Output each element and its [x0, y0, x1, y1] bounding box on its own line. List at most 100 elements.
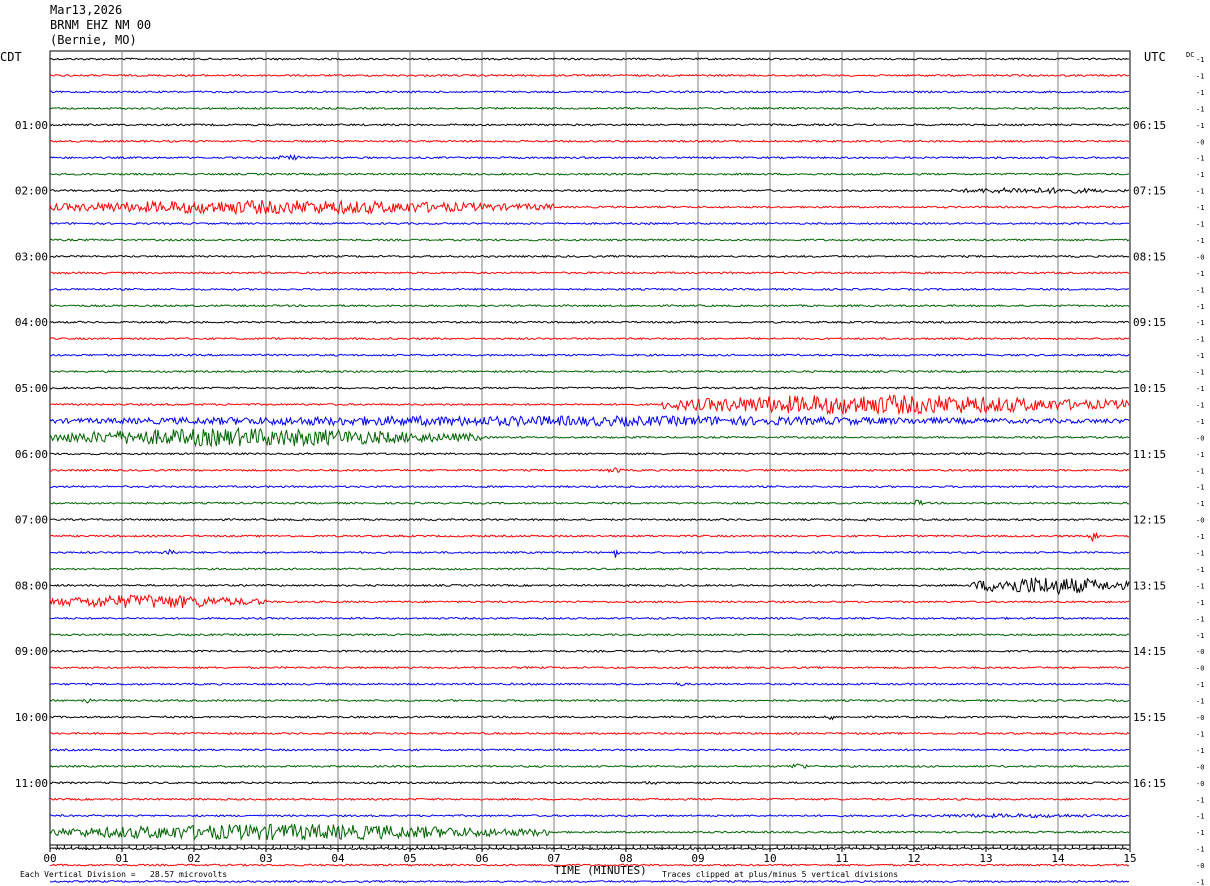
x-tick-label: 10 — [763, 852, 776, 865]
seismic-trace — [49, 320, 1130, 324]
dc-offset-label: -1 — [1196, 188, 1204, 196]
seismic-trace — [49, 548, 1130, 558]
dc-offset-label: -1 — [1196, 566, 1204, 574]
right-hour-label: 11:15 — [1133, 448, 1166, 461]
dc-offset-label: -0 — [1196, 862, 1204, 870]
station-code: BRNM EHZ NM 00 — [50, 18, 152, 32]
dc-offset-label: -0 — [1196, 648, 1204, 656]
dc-offset-label: -1 — [1196, 451, 1204, 459]
dc-offset-label: -1 — [1196, 599, 1204, 607]
seismic-trace — [49, 633, 1130, 637]
left-hour-label: 06:00 — [15, 448, 48, 461]
left-hour-label: 08:00 — [15, 579, 48, 592]
dc-offset-label: -1 — [1196, 352, 1204, 360]
dc-offset-label: -1 — [1196, 385, 1204, 393]
x-tick-label: 13 — [979, 852, 992, 865]
x-tick-label: 05 — [403, 852, 416, 865]
seismic-trace — [49, 57, 1130, 61]
seismic-trace — [49, 386, 1130, 390]
seismic-trace — [49, 254, 1130, 259]
left-timezone-label: CDT — [0, 50, 22, 64]
dc-offset-label: -1 — [1196, 467, 1204, 475]
left-hour-label: 11:00 — [15, 777, 48, 790]
seismic-trace — [49, 153, 1130, 161]
right-hour-label: 16:15 — [1133, 777, 1166, 790]
scale-note: Each Vertical Division = 28.57 microvolt… — [20, 870, 228, 879]
right-hour-label: 14:15 — [1133, 645, 1166, 658]
seismic-trace — [49, 616, 1129, 620]
dc-offset-label: -1 — [1196, 484, 1204, 492]
seismic-trace — [49, 681, 1130, 687]
dc-offset-label: -1 — [1196, 336, 1204, 344]
seismic-trace — [49, 271, 1130, 275]
dc-offset-label: -1 — [1196, 698, 1204, 706]
right-hour-label: 06:15 — [1133, 119, 1166, 132]
left-hour-label: 04:00 — [15, 316, 48, 329]
dc-offset-label: -1 — [1196, 813, 1204, 821]
seismic-trace — [49, 531, 1130, 542]
seismic-trace — [49, 780, 1130, 786]
plot-frame — [49, 50, 1131, 846]
dc-offset-label: -1 — [1196, 747, 1204, 755]
dc-header: DC — [1186, 51, 1194, 59]
seismic-trace — [49, 576, 1130, 596]
seismic-trace — [49, 221, 1130, 226]
seismic-trace — [49, 186, 1130, 195]
dc-offset-label: -1 — [1196, 582, 1204, 590]
right-hour-label: 07:15 — [1133, 185, 1166, 198]
dc-offset-label: -1 — [1196, 286, 1204, 294]
right-hour-label: 15:15 — [1133, 711, 1166, 724]
dc-offset-label: -1 — [1196, 500, 1204, 508]
x-tick-label: 11 — [835, 852, 848, 865]
seismic-trace — [49, 812, 1130, 819]
dc-offset-label: -0 — [1196, 665, 1204, 673]
seismic-trace — [49, 649, 1130, 653]
seismic-trace — [49, 172, 1130, 176]
x-tick-label: 02 — [187, 852, 200, 865]
seismic-trace — [49, 123, 1129, 127]
dc-offset-label: -1 — [1196, 204, 1204, 212]
clip-note: Traces clipped at plus/minus 5 vertical … — [662, 870, 899, 879]
seismic-trace — [49, 517, 1130, 522]
left-hour-label: 10:00 — [15, 711, 48, 724]
seismic-trace — [49, 426, 1130, 448]
dc-offset-label: -1 — [1196, 221, 1204, 229]
dc-offset-label: -1 — [1196, 171, 1204, 179]
dc-offset-label: -1 — [1196, 56, 1204, 64]
x-tick-label: 01 — [115, 852, 128, 865]
dc-offset-label: -1 — [1196, 72, 1204, 80]
seismic-trace — [49, 287, 1130, 292]
right-hour-label: 08:15 — [1133, 250, 1166, 263]
seismic-trace — [49, 863, 1130, 867]
seismic-trace — [49, 393, 1130, 416]
seismic-trace — [49, 748, 1130, 752]
seismic-trace — [49, 353, 1130, 357]
seismic-trace — [49, 452, 1130, 456]
right-hour-label: 10:15 — [1133, 382, 1166, 395]
seismic-trace — [49, 337, 1130, 341]
x-tick-label: 12 — [907, 852, 920, 865]
dc-offset-label: -1 — [1196, 533, 1204, 541]
dc-offset-label: -1 — [1196, 319, 1204, 327]
seismic-trace — [49, 879, 1130, 884]
seismic-trace — [49, 846, 1130, 851]
seismic-trace — [49, 499, 1130, 506]
dc-offset-label: -1 — [1196, 681, 1204, 689]
dc-offset-label: -0 — [1196, 253, 1204, 261]
seismic-trace — [49, 90, 1130, 94]
dc-offset-label: -1 — [1196, 270, 1204, 278]
dc-offset-label: -1 — [1196, 105, 1204, 113]
left-hour-label: 01:00 — [15, 119, 48, 132]
station-location: (Bernie, MO) — [50, 33, 137, 47]
dc-offset-label: -0 — [1196, 517, 1204, 525]
dc-offset-label: -0 — [1196, 780, 1204, 788]
dc-offset-label: -0 — [1196, 763, 1204, 771]
x-axis-title: TIME (MINUTES) — [554, 864, 647, 877]
x-tick-label: 03 — [259, 852, 272, 865]
x-tick-label: 07 — [547, 852, 560, 865]
dc-offset-label: -0 — [1196, 434, 1204, 442]
dc-offset-label: -0 — [1196, 714, 1204, 722]
seismic-trace — [49, 484, 1130, 489]
left-hour-label: 03:00 — [15, 250, 48, 263]
